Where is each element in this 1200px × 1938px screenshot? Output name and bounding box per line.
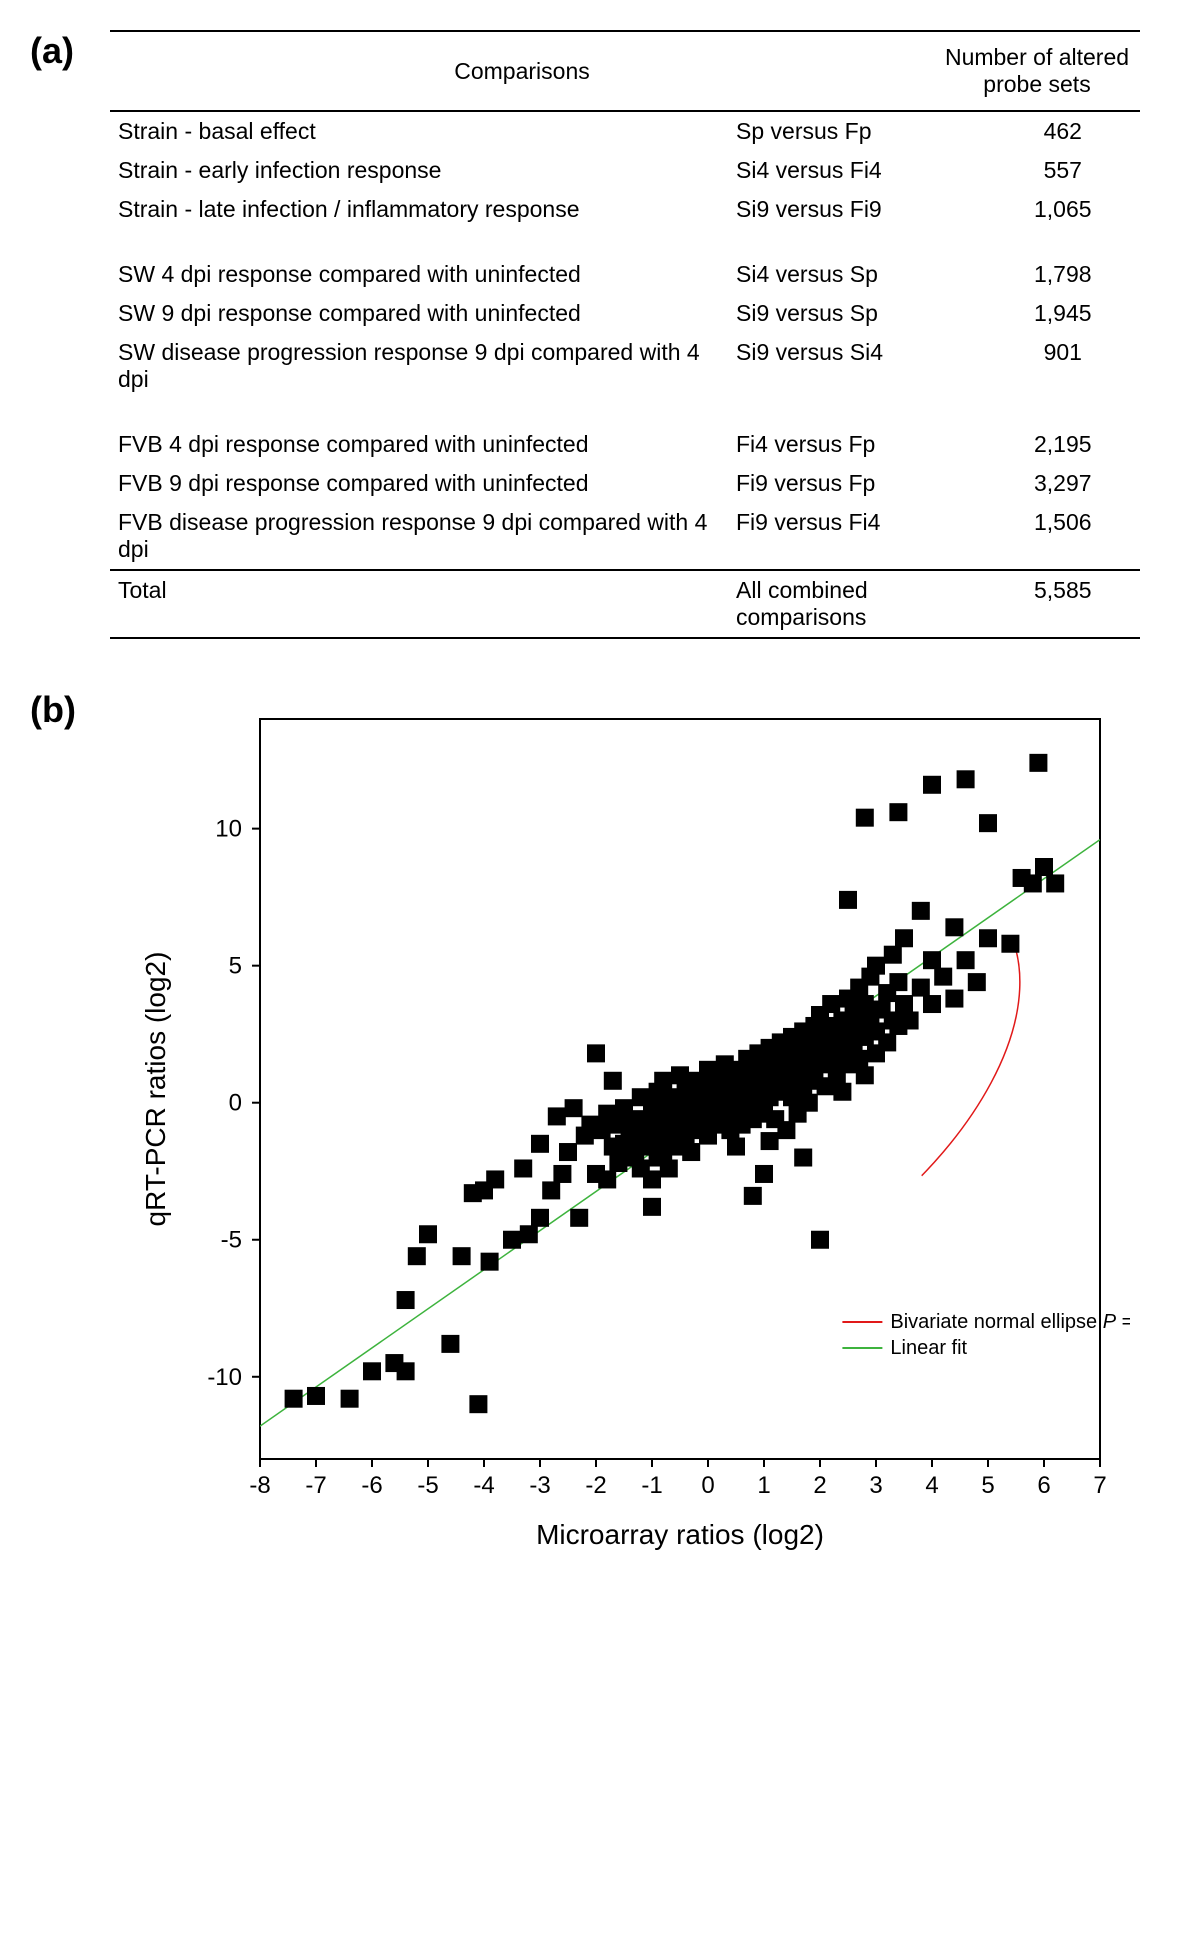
cell-desc: Strain - early infection response bbox=[110, 151, 728, 190]
cell-n: 1,798 bbox=[986, 229, 1141, 294]
svg-text:Microarray ratios (log2): Microarray ratios (log2) bbox=[536, 1519, 824, 1550]
svg-text:-3: -3 bbox=[529, 1472, 550, 1499]
cell-n: 1,065 bbox=[986, 190, 1141, 229]
cell-n: 2,195 bbox=[986, 399, 1141, 464]
svg-text:-7: -7 bbox=[305, 1472, 326, 1499]
cell-n: 462 bbox=[986, 112, 1141, 151]
svg-text:10: 10 bbox=[215, 816, 242, 843]
table-header-row: Comparisons Number of altered probe sets bbox=[110, 32, 1140, 110]
cell-desc: FVB disease progression response 9 dpi c… bbox=[110, 503, 728, 569]
cell-comp: Si9 versus Sp bbox=[728, 294, 986, 333]
svg-text:-2: -2 bbox=[585, 1472, 606, 1499]
total-comp: All combined comparisons bbox=[728, 571, 986, 637]
cell-comp: Si9 versus Fi9 bbox=[728, 190, 986, 229]
panel-a: (a) Comparisons Number of altered probe … bbox=[40, 30, 1160, 639]
table-row: SW 4 dpi response compared with uninfect… bbox=[110, 229, 1140, 294]
panel-b-label: (b) bbox=[30, 689, 76, 731]
svg-text:2: 2 bbox=[813, 1472, 826, 1499]
svg-text:-6: -6 bbox=[361, 1472, 382, 1499]
svg-text:-1: -1 bbox=[641, 1472, 662, 1499]
cell-desc: SW disease progression response 9 dpi co… bbox=[110, 333, 728, 399]
cell-desc: SW 9 dpi response compared with uninfect… bbox=[110, 294, 728, 333]
cell-n: 557 bbox=[986, 151, 1141, 190]
svg-text:-5: -5 bbox=[417, 1472, 438, 1499]
svg-text:Bivariate normal ellipse P = 0: Bivariate normal ellipse P = 0.99 bbox=[890, 1311, 1130, 1333]
svg-text:0: 0 bbox=[229, 1090, 242, 1117]
svg-text:Linear fit: Linear fit bbox=[890, 1337, 967, 1359]
cell-desc: Strain - late infection / inflammatory r… bbox=[110, 190, 728, 229]
panel-a-label: (a) bbox=[30, 30, 74, 72]
total-n: 5,585 bbox=[986, 571, 1141, 637]
table-row: Strain - basal effectSp versus Fp462 bbox=[110, 112, 1140, 151]
header-comparisons: Comparisons bbox=[110, 32, 934, 110]
svg-text:3: 3 bbox=[869, 1472, 882, 1499]
table-container: Comparisons Number of altered probe sets… bbox=[110, 30, 1140, 639]
total-label: Total bbox=[110, 571, 728, 637]
cell-comp: Fi9 versus Fp bbox=[728, 464, 986, 503]
svg-text:qRT-PCR ratios (log2): qRT-PCR ratios (log2) bbox=[140, 952, 171, 1227]
svg-text:-5: -5 bbox=[221, 1227, 242, 1254]
table-row: FVB disease progression response 9 dpi c… bbox=[110, 503, 1140, 569]
svg-text:4: 4 bbox=[925, 1472, 938, 1499]
table-total: Total All combined comparisons 5,585 bbox=[110, 571, 1140, 637]
svg-text:5: 5 bbox=[981, 1472, 994, 1499]
cell-n: 901 bbox=[986, 333, 1141, 399]
cell-desc: Strain - basal effect bbox=[110, 112, 728, 151]
table-row: Strain - late infection / inflammatory r… bbox=[110, 190, 1140, 229]
svg-text:1: 1 bbox=[757, 1472, 770, 1499]
chart-container: -8-7-6-5-4-3-2-101234567-10-50510Microar… bbox=[130, 689, 1130, 1569]
table-row: Strain - early infection responseSi4 ver… bbox=[110, 151, 1140, 190]
svg-text:7: 7 bbox=[1093, 1472, 1106, 1499]
cell-comp: Si9 versus Si4 bbox=[728, 333, 986, 399]
svg-text:0: 0 bbox=[701, 1472, 714, 1499]
cell-n: 1,506 bbox=[986, 503, 1141, 569]
table-row: SW disease progression response 9 dpi co… bbox=[110, 333, 1140, 399]
header-count: Number of altered probe sets bbox=[934, 32, 1140, 110]
table-row: SW 9 dpi response compared with uninfect… bbox=[110, 294, 1140, 333]
svg-text:6: 6 bbox=[1037, 1472, 1050, 1499]
cell-comp: Sp versus Fp bbox=[728, 112, 986, 151]
comparisons-table: Comparisons Number of altered probe sets bbox=[110, 32, 1140, 110]
scatter-chart: -8-7-6-5-4-3-2-101234567-10-50510Microar… bbox=[130, 689, 1130, 1569]
cell-comp: Fi9 versus Fi4 bbox=[728, 503, 986, 569]
cell-n: 1,945 bbox=[986, 294, 1141, 333]
cell-comp: Si4 versus Sp bbox=[728, 229, 986, 294]
cell-n: 3,297 bbox=[986, 464, 1141, 503]
svg-text:-8: -8 bbox=[249, 1472, 270, 1499]
table-body: Strain - basal effectSp versus Fp462Stra… bbox=[110, 112, 1140, 569]
cell-comp: Fi4 versus Fp bbox=[728, 399, 986, 464]
svg-text:5: 5 bbox=[229, 953, 242, 980]
table-row: FVB 9 dpi response compared with uninfec… bbox=[110, 464, 1140, 503]
svg-text:-4: -4 bbox=[473, 1472, 494, 1499]
table-row: FVB 4 dpi response compared with uninfec… bbox=[110, 399, 1140, 464]
cell-desc: FVB 4 dpi response compared with uninfec… bbox=[110, 399, 728, 464]
cell-comp: Si4 versus Fi4 bbox=[728, 151, 986, 190]
cell-desc: SW 4 dpi response compared with uninfect… bbox=[110, 229, 728, 294]
cell-desc: FVB 9 dpi response compared with uninfec… bbox=[110, 464, 728, 503]
panel-b: (b) -8-7-6-5-4-3-2-101234567-10-50510Mic… bbox=[40, 689, 1160, 1569]
svg-text:-10: -10 bbox=[207, 1364, 242, 1391]
